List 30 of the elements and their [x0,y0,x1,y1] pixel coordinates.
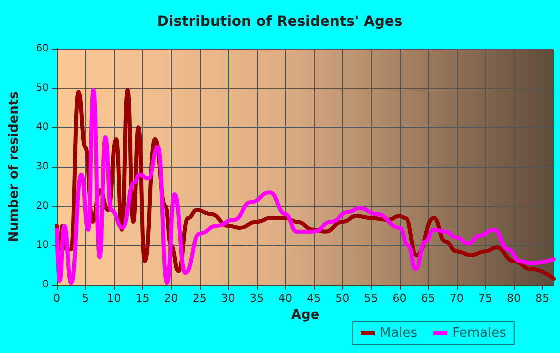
x-tick-label: 15 [136,292,150,305]
x-tick-label: 85 [536,292,550,305]
chart-title: Distribution of Residents' Ages [157,14,403,30]
x-tick-label: 55 [364,292,378,305]
x-tick-label: 75 [478,292,492,305]
x-tick-label: 25 [192,292,207,305]
x-tick-label: 20 [164,292,178,305]
x-tick-label: 80 [507,292,522,305]
x-tick-label: 35 [250,292,264,305]
x-axis-title: Age [291,308,320,323]
y-tick-label: 30 [36,162,49,172]
y-tick-label: 40 [36,122,49,134]
x-tick-label: 40 [278,292,293,305]
y-tick-label: 10 [36,240,49,252]
legend-label: Males [380,326,418,341]
x-tick-label: 45 [307,292,322,305]
y-tick-label: 50 [36,82,49,94]
legend-label: Females [452,326,507,341]
x-tick-label: 30 [221,292,236,305]
y-tick-label: 20 [36,200,49,212]
y-tick-label: 60 [36,44,49,54]
x-tick-label: 60 [392,292,407,305]
x-tick-label: 0 [54,292,60,305]
x-tick-label: 70 [450,292,464,305]
y-axis-title: Number of residents [7,91,22,242]
y-tick-label: 0 [42,280,49,290]
x-tick-label: 65 [421,292,436,305]
x-tick-label: 10 [107,292,122,305]
x-tick-label: 5 [82,292,90,305]
x-tick-label: 50 [336,292,350,305]
